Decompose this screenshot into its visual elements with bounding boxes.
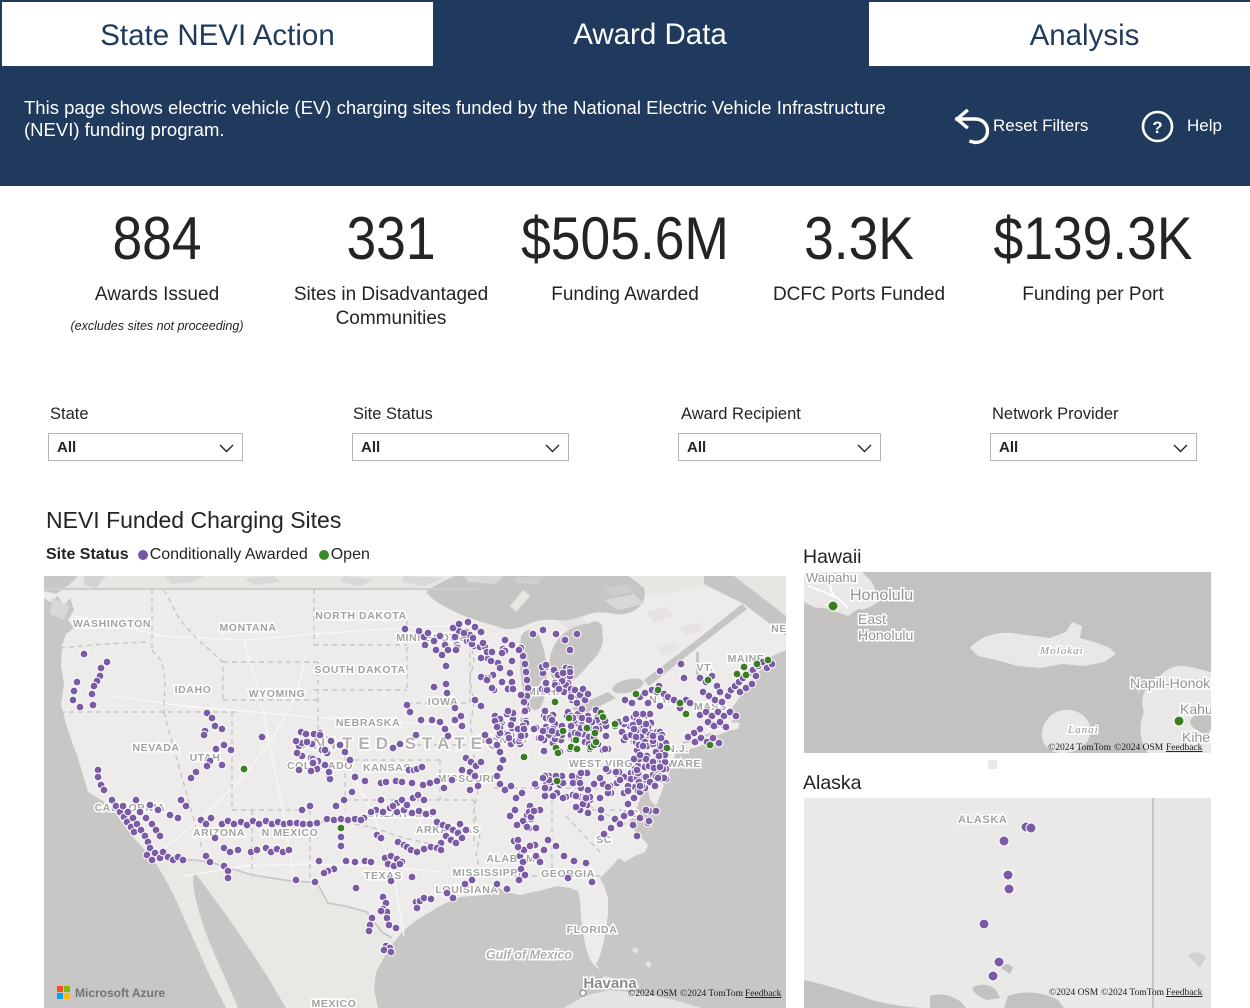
svg-text:NEVADA: NEVADA xyxy=(132,742,179,754)
svg-text:MISSOURI: MISSOURI xyxy=(438,773,495,785)
svg-text:N.J.: N.J. xyxy=(667,743,689,755)
svg-text:IDAHO: IDAHO xyxy=(175,684,212,696)
svg-text:©2024 OSM: ©2024 OSM xyxy=(1049,987,1099,998)
svg-text:WYOMING: WYOMING xyxy=(249,688,306,700)
svg-text:NEBRASKA: NEBRASKA xyxy=(336,717,400,729)
svg-text:©2024 TomTom: ©2024 TomTom xyxy=(1048,742,1112,753)
svg-text:Napili-Honoko: Napili-Honoko xyxy=(1130,675,1211,691)
svg-text:Lanai: Lanai xyxy=(1067,724,1099,736)
svg-text:NORTH DAKOTA: NORTH DAKOTA xyxy=(315,610,407,622)
svg-text:SOUTH DAKOTA: SOUTH DAKOTA xyxy=(315,664,406,676)
svg-text:Feedback: Feedback xyxy=(1166,743,1203,753)
svg-text:Waipahu: Waipahu xyxy=(806,572,857,585)
svg-text:KANSAS: KANSAS xyxy=(363,762,411,774)
svg-text:?: ? xyxy=(1152,118,1162,137)
svg-text:©2024 TomTom: ©2024 TomTom xyxy=(1101,987,1165,998)
svg-text:Kahu: Kahu xyxy=(1180,701,1211,717)
svg-text:ARIZONA: ARIZONA xyxy=(193,827,245,839)
svg-text:N MEXICO: N MEXICO xyxy=(262,827,319,839)
svg-text:East: East xyxy=(858,611,886,627)
svg-text:Havana: Havana xyxy=(583,975,637,992)
svg-text:MISSISSIPPI: MISSISSIPPI xyxy=(452,867,521,879)
svg-text:Molokai: Molokai xyxy=(1039,645,1084,657)
svg-text:Microsoft Azure: Microsoft Azure xyxy=(75,986,166,1000)
svg-text:IOWA: IOWA xyxy=(428,696,458,708)
svg-text:VT.: VT. xyxy=(697,662,714,674)
svg-text:Feedback: Feedback xyxy=(745,989,782,999)
svg-text:ALABAMA: ALABAMA xyxy=(486,853,543,865)
svg-text:MONTANA: MONTANA xyxy=(219,622,276,634)
svg-text:TEXAS: TEXAS xyxy=(364,870,402,882)
svg-text:Honolulu: Honolulu xyxy=(850,587,913,604)
svg-text:ALASKA: ALASKA xyxy=(958,814,1007,826)
svg-text:©2024 TomTom: ©2024 TomTom xyxy=(680,988,744,999)
svg-text:©2024 OSM: ©2024 OSM xyxy=(628,988,678,999)
svg-text:NE: NE xyxy=(771,623,786,635)
svg-text:SC: SC xyxy=(596,834,612,846)
svg-text:Honolulu: Honolulu xyxy=(858,627,913,643)
svg-text:FLORIDA: FLORIDA xyxy=(567,924,618,936)
svg-text:WASHINGTON: WASHINGTON xyxy=(73,618,151,630)
svg-text:WEST VIRG: WEST VIRG xyxy=(569,758,633,770)
svg-text:MEXICO: MEXICO xyxy=(311,998,356,1008)
svg-text:Kihei: Kihei xyxy=(1182,729,1211,745)
svg-text:©2024 OSM: ©2024 OSM xyxy=(1114,742,1164,753)
svg-text:Feedback: Feedback xyxy=(1166,988,1203,998)
svg-text:Gulf of Mexico: Gulf of Mexico xyxy=(486,948,572,962)
